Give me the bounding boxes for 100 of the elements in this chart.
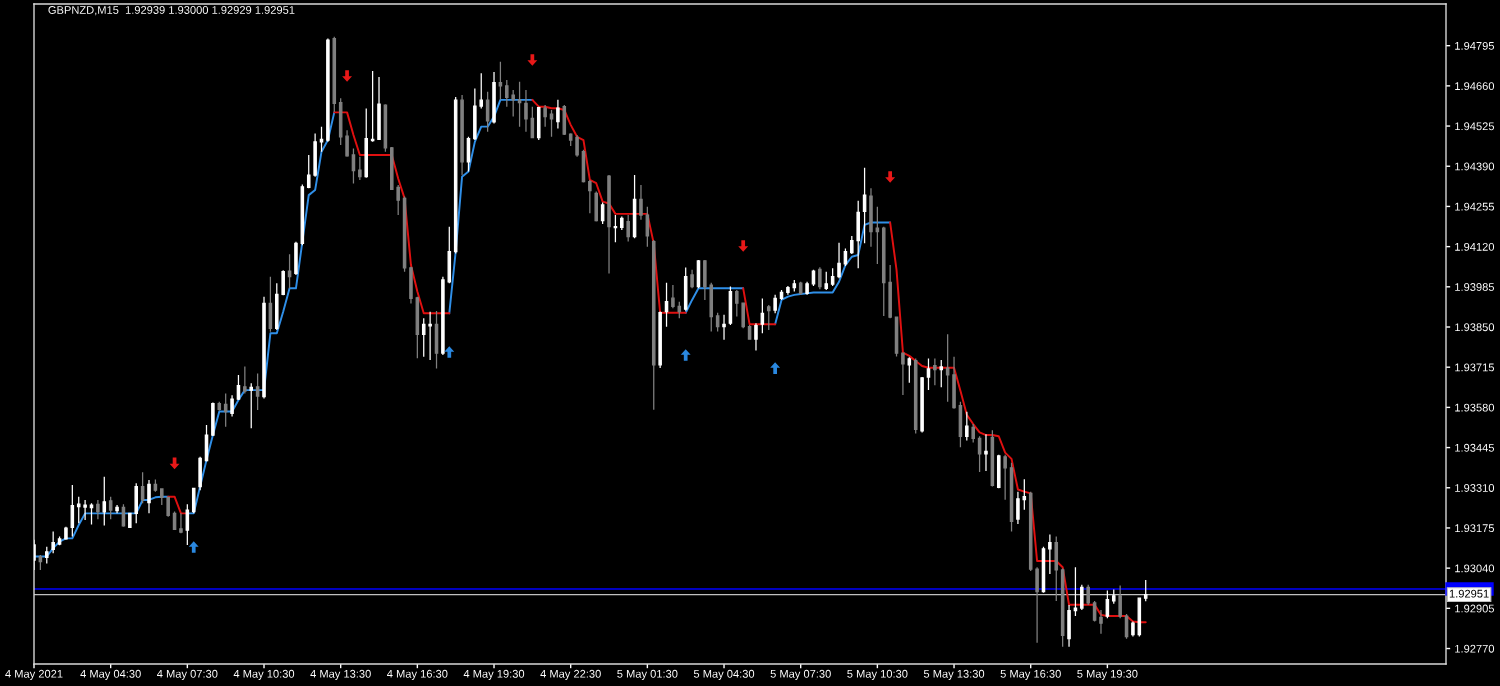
candlestick xyxy=(319,126,324,153)
x-tick-label: 5 May 10:30 xyxy=(847,669,908,680)
candlestick xyxy=(996,454,1001,489)
candlestick xyxy=(517,81,522,128)
candlestick xyxy=(703,259,707,301)
candlestick xyxy=(51,530,55,554)
candlestick xyxy=(447,226,452,284)
point xyxy=(680,349,691,361)
chart-title: GBPNZD,M15 1.92939 1.93000 1.92929 1.92951 xyxy=(48,6,295,16)
x-tick-label: 4 May 16:30 xyxy=(387,669,448,680)
candlestick xyxy=(179,512,183,534)
candlestick xyxy=(370,70,375,143)
candlestick xyxy=(792,279,797,293)
candlestick xyxy=(754,322,758,352)
candlestick xyxy=(492,71,496,125)
candlestick xyxy=(243,365,247,395)
candlestick xyxy=(262,296,266,400)
x-tick-label: 4 May 07:30 xyxy=(157,669,218,680)
candlestick xyxy=(837,242,841,279)
candlestick xyxy=(677,301,682,319)
candlestick xyxy=(185,503,190,546)
candlestick xyxy=(875,206,880,265)
x-tick-label: 5 May 16:30 xyxy=(1000,669,1061,680)
candlestick xyxy=(965,411,969,442)
candlestick xyxy=(536,106,541,141)
candlestick xyxy=(984,433,988,472)
point xyxy=(770,362,781,374)
x-tick-label: 4 May 04:30 xyxy=(80,669,141,680)
candlestick xyxy=(805,281,809,296)
y-tick-label: 1.93850 xyxy=(1455,323,1495,332)
candlestick xyxy=(722,314,726,341)
candlestick xyxy=(524,89,528,133)
candlestick xyxy=(888,264,892,319)
y-tick-label: 1.92770 xyxy=(1455,644,1495,653)
candlestick xyxy=(1105,589,1110,619)
candlestick xyxy=(645,206,650,248)
candlestick xyxy=(441,276,445,356)
candlestick xyxy=(223,392,228,428)
candlestick xyxy=(843,247,848,267)
candlestick xyxy=(683,266,688,312)
candlestick xyxy=(1118,584,1122,619)
point xyxy=(444,346,455,358)
candlestick xyxy=(1099,609,1103,635)
candlestick xyxy=(45,546,49,565)
candlestick xyxy=(1035,566,1039,644)
candlestick xyxy=(1048,533,1052,575)
candlestick xyxy=(1073,566,1078,617)
candlestick xyxy=(377,76,381,141)
candlestick xyxy=(409,266,413,305)
candlestick xyxy=(881,226,886,317)
x-tick-label: 5 May 07:30 xyxy=(770,669,831,680)
candlestick xyxy=(869,187,873,248)
candlestick xyxy=(830,267,835,287)
candlestick xyxy=(1131,620,1135,638)
candlestick xyxy=(460,94,464,176)
candlestick xyxy=(102,476,107,527)
candlestick xyxy=(1086,584,1090,606)
candlestick xyxy=(1016,491,1020,525)
candlestick xyxy=(658,310,662,369)
candlestick xyxy=(639,184,643,221)
candlestick xyxy=(153,478,158,493)
candlestick xyxy=(83,499,87,521)
x-tick-label: 5 May 01:30 xyxy=(617,669,678,680)
candlestick xyxy=(38,554,43,571)
point xyxy=(885,171,896,183)
candlestick xyxy=(907,356,912,384)
candlestick xyxy=(326,37,330,143)
x-tick-label: 5 May 19:30 xyxy=(1077,669,1138,680)
candlestick xyxy=(1022,478,1027,511)
candlestick xyxy=(971,423,975,444)
candlestick xyxy=(485,91,490,133)
candlestick xyxy=(779,289,784,301)
candlestick xyxy=(217,401,222,412)
x-tick-label: 5 May 04:30 xyxy=(693,669,755,680)
candlestick xyxy=(255,372,260,411)
candlestick xyxy=(134,482,139,524)
candlestick xyxy=(607,174,611,275)
x-tick-label: 5 May 13:30 xyxy=(923,669,985,680)
candlestick xyxy=(498,61,503,101)
candlestick xyxy=(856,200,860,269)
candlestick xyxy=(632,174,637,239)
candlestick xyxy=(549,109,554,138)
y-tick-label: 1.94120 xyxy=(1455,242,1495,251)
candlestick xyxy=(64,526,68,541)
candlestick xyxy=(786,285,790,296)
candlestick xyxy=(70,484,75,538)
candlestick xyxy=(1003,454,1007,501)
candlestick xyxy=(958,401,963,448)
candlestick xyxy=(76,496,81,524)
candlestick xyxy=(651,239,656,411)
candlestick xyxy=(191,487,196,514)
x-tick-label: 4 May 2021 xyxy=(5,669,63,680)
candlestick xyxy=(613,214,618,243)
y-tick-label: 1.94660 xyxy=(1455,82,1495,90)
candlestick xyxy=(664,282,669,328)
candlestick xyxy=(89,502,94,526)
candlestick xyxy=(364,107,369,179)
point xyxy=(342,70,353,82)
candlestick xyxy=(709,282,714,333)
y-tick-label: 1.94255 xyxy=(1455,202,1495,211)
